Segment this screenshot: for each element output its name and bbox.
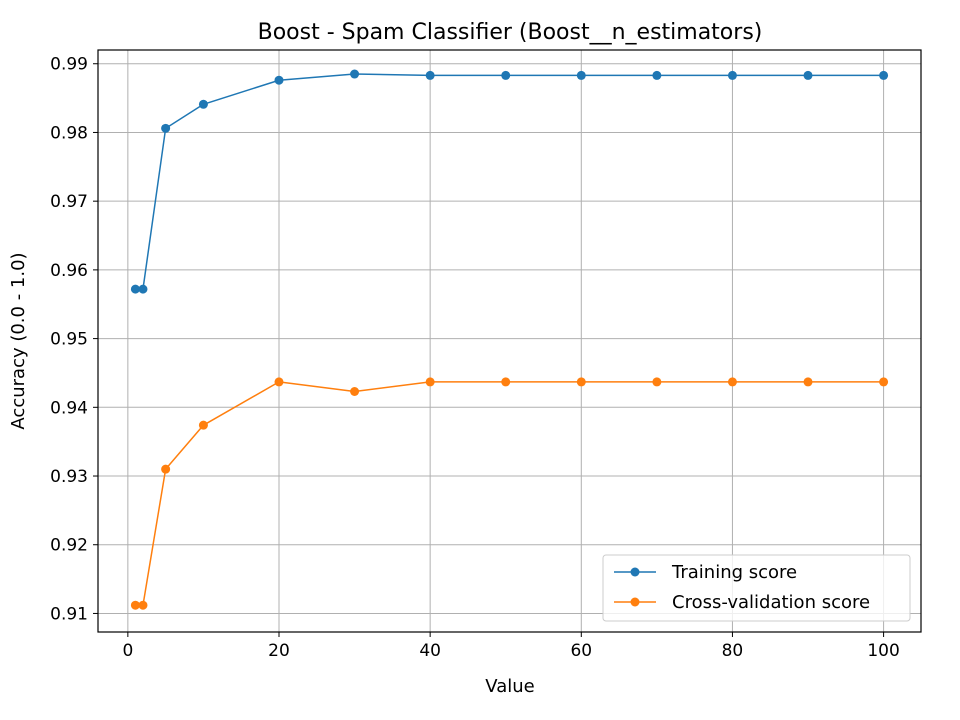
data-point (350, 69, 360, 79)
x-tick-label: 80 (722, 641, 744, 661)
x-tick-label: 60 (570, 641, 592, 661)
series-0 (130, 69, 889, 294)
y-tick-label: 0.92 (50, 536, 88, 556)
y-axis-label: Accuracy (0.0 - 1.0) (8, 252, 29, 429)
legend-marker-training (630, 567, 640, 577)
y-tick-label: 0.91 (50, 604, 88, 624)
x-axis-label: Value (485, 676, 534, 697)
legend-box (602, 554, 911, 622)
x-tick-label: 100 (867, 641, 899, 661)
y-tick-label: 0.97 (50, 192, 88, 212)
x-axis: 0 20 40 60 80 100 (122, 632, 900, 661)
data-point (879, 377, 889, 387)
data-point (138, 284, 148, 294)
series-layer (130, 69, 889, 610)
data-point (576, 70, 586, 80)
y-tick-label: 0.93 (50, 467, 88, 487)
data-point (161, 123, 171, 133)
legend-label-cross-validation: Cross-validation score (672, 592, 870, 613)
data-point (652, 70, 662, 80)
data-point (161, 464, 171, 474)
y-tick-label: 0.94 (50, 398, 88, 418)
legend-label-training: Training score (671, 562, 797, 583)
data-point (130, 600, 140, 610)
plot-frame (97, 49, 922, 633)
data-point (198, 420, 208, 430)
data-point (727, 70, 737, 80)
data-point (803, 377, 813, 387)
data-point (501, 377, 511, 387)
legend: Training score Cross-validation score (602, 554, 911, 622)
y-axis: 0.91 0.92 0.93 0.94 0.95 0.96 0.97 0.98 0.99 (50, 55, 98, 624)
series-1 (130, 377, 889, 610)
data-point (652, 377, 662, 387)
data-point (274, 377, 284, 387)
y-tick-label: 0.95 (50, 330, 88, 350)
x-tick-label: 40 (419, 641, 441, 661)
data-point (130, 284, 140, 294)
y-tick-label: 0.98 (50, 123, 88, 143)
legend-marker-cross-validation (630, 597, 640, 607)
data-point (803, 70, 813, 80)
data-point (274, 75, 284, 85)
x-tick-label: 0 (122, 641, 133, 661)
data-point (576, 377, 586, 387)
data-point (198, 99, 208, 109)
grid (98, 50, 921, 632)
y-tick-label: 0.96 (50, 261, 88, 281)
x-tick-label: 20 (268, 641, 290, 661)
chart-title: Boost - Spam Classifier (Boost__n_estima… (258, 20, 763, 45)
data-point (425, 377, 435, 387)
data-point (501, 70, 511, 80)
data-point (138, 600, 148, 610)
data-point (879, 70, 889, 80)
data-point (727, 377, 737, 387)
data-point (350, 387, 360, 397)
data-point (425, 70, 435, 80)
y-tick-label: 0.99 (50, 55, 88, 75)
